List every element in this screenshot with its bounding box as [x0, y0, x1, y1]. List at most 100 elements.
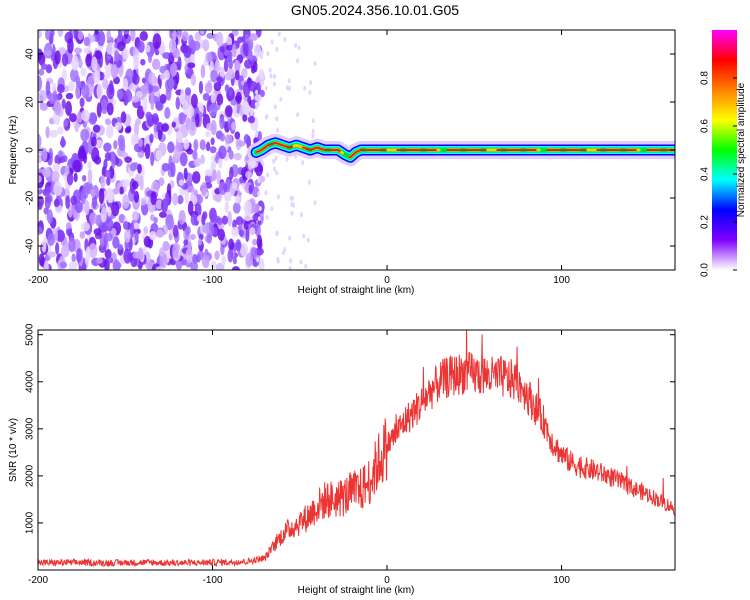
- noise-speckle: [148, 72, 156, 85]
- noise-speckle: [79, 231, 85, 239]
- noise-speckle: [255, 104, 259, 110]
- noise-speckle: [276, 194, 280, 200]
- noise-speckle: [68, 113, 78, 123]
- noise-speckle: [117, 30, 123, 40]
- noise-speckle: [88, 243, 98, 259]
- noise-speckle: [223, 59, 229, 72]
- noise-speckle: [192, 171, 201, 184]
- noise-speckle: [244, 59, 253, 69]
- noise-speckle: [123, 248, 132, 264]
- noise-speckle: [186, 148, 194, 155]
- noise-speckle: [83, 47, 92, 54]
- noise-speckle: [185, 248, 193, 264]
- noise-speckle: [65, 195, 71, 210]
- noise-speckle: [51, 170, 60, 182]
- noise-speckle: [241, 67, 248, 79]
- noise-speckle: [156, 229, 164, 238]
- noise-speckle: [70, 195, 78, 206]
- x-tick-label: 0: [384, 275, 390, 286]
- noise-speckle: [112, 262, 122, 269]
- noise-speckle: [106, 176, 111, 186]
- noise-speckle: [188, 121, 197, 136]
- noise-speckle: [122, 47, 129, 60]
- noise-speckle: [272, 81, 276, 87]
- noise-speckle: [114, 122, 122, 131]
- noise-speckle: [104, 232, 113, 242]
- colorbar-swatch: [712, 30, 737, 270]
- noise-speckle: [162, 240, 170, 252]
- x-tick-label: -100: [203, 575, 223, 586]
- colorbar-tick-label: 0.0: [700, 263, 711, 277]
- noise-speckle: [243, 221, 249, 230]
- noise-speckle: [248, 38, 254, 51]
- noise-speckle: [84, 199, 90, 216]
- noise-speckle: [140, 197, 146, 206]
- noise-speckle: [114, 50, 120, 63]
- noise-speckle: [123, 89, 133, 103]
- noise-speckle: [212, 194, 222, 202]
- noise-speckle: [227, 210, 233, 227]
- noise-speckle: [270, 206, 274, 212]
- noise-speckle: [224, 201, 230, 213]
- noise-speckle: [190, 213, 198, 226]
- noise-speckle: [251, 161, 259, 168]
- noise-speckle: [98, 243, 107, 253]
- noise-speckle: [213, 81, 222, 92]
- y-tick-label: 5000: [25, 323, 36, 346]
- noise-speckle: [303, 85, 307, 91]
- noise-speckle: [178, 210, 186, 225]
- noise-speckle: [168, 77, 175, 89]
- noise-speckle: [255, 89, 259, 95]
- noise-speckle: [199, 30, 205, 35]
- noise-speckle: [288, 235, 292, 241]
- noise-speckle: [106, 30, 111, 41]
- noise-speckle: [266, 51, 270, 57]
- noise-speckle: [221, 215, 229, 225]
- noise-speckle: [251, 203, 261, 213]
- noise-speckle: [183, 167, 188, 180]
- noise-speckle: [165, 214, 175, 231]
- noise-speckle: [108, 189, 115, 203]
- noise-speckle: [299, 259, 303, 265]
- noise-speckle: [192, 40, 201, 51]
- noise-speckle: [91, 194, 98, 210]
- noise-speckle: [57, 30, 64, 38]
- noise-speckle: [212, 169, 217, 182]
- noise-speckle: [75, 75, 81, 85]
- noise-speckle: [270, 39, 274, 45]
- x-tick-label: 100: [553, 275, 570, 286]
- noise-speckle: [206, 32, 215, 39]
- noise-speckle: [248, 184, 253, 195]
- noise-speckle: [256, 257, 260, 263]
- noise-speckle: [215, 262, 225, 270]
- noise-speckle: [111, 153, 116, 169]
- noise-speckle: [158, 211, 167, 218]
- noise-speckle: [313, 61, 317, 67]
- noise-speckle: [157, 129, 163, 141]
- noise-speckle: [218, 145, 227, 160]
- noise-speckle: [194, 31, 201, 41]
- noise-speckle: [44, 260, 49, 270]
- noise-speckle: [71, 55, 79, 71]
- noise-speckle: [57, 150, 63, 158]
- noise-speckle: [105, 125, 114, 139]
- trace-core-red: [255, 141, 675, 159]
- noise-speckle: [184, 87, 192, 96]
- noise-speckle: [45, 81, 51, 96]
- noise-speckle: [171, 192, 179, 206]
- noise-speckle: [283, 246, 287, 252]
- noise-speckle: [180, 88, 185, 105]
- colorbar-tick-label: 0.2: [700, 215, 711, 229]
- noise-speckle: [45, 126, 50, 139]
- noise-speckle: [264, 86, 268, 92]
- noise-speckle: [243, 200, 252, 216]
- noise-speckle: [99, 71, 105, 81]
- y-tick-label: 0: [25, 147, 36, 153]
- noise-speckle: [53, 181, 63, 197]
- noise-speckle: [81, 221, 91, 232]
- noise-speckle: [124, 156, 133, 164]
- noise-speckle: [107, 257, 114, 264]
- noise-speckle: [152, 113, 159, 125]
- noise-speckle: [231, 266, 240, 270]
- noise-speckle: [224, 105, 233, 118]
